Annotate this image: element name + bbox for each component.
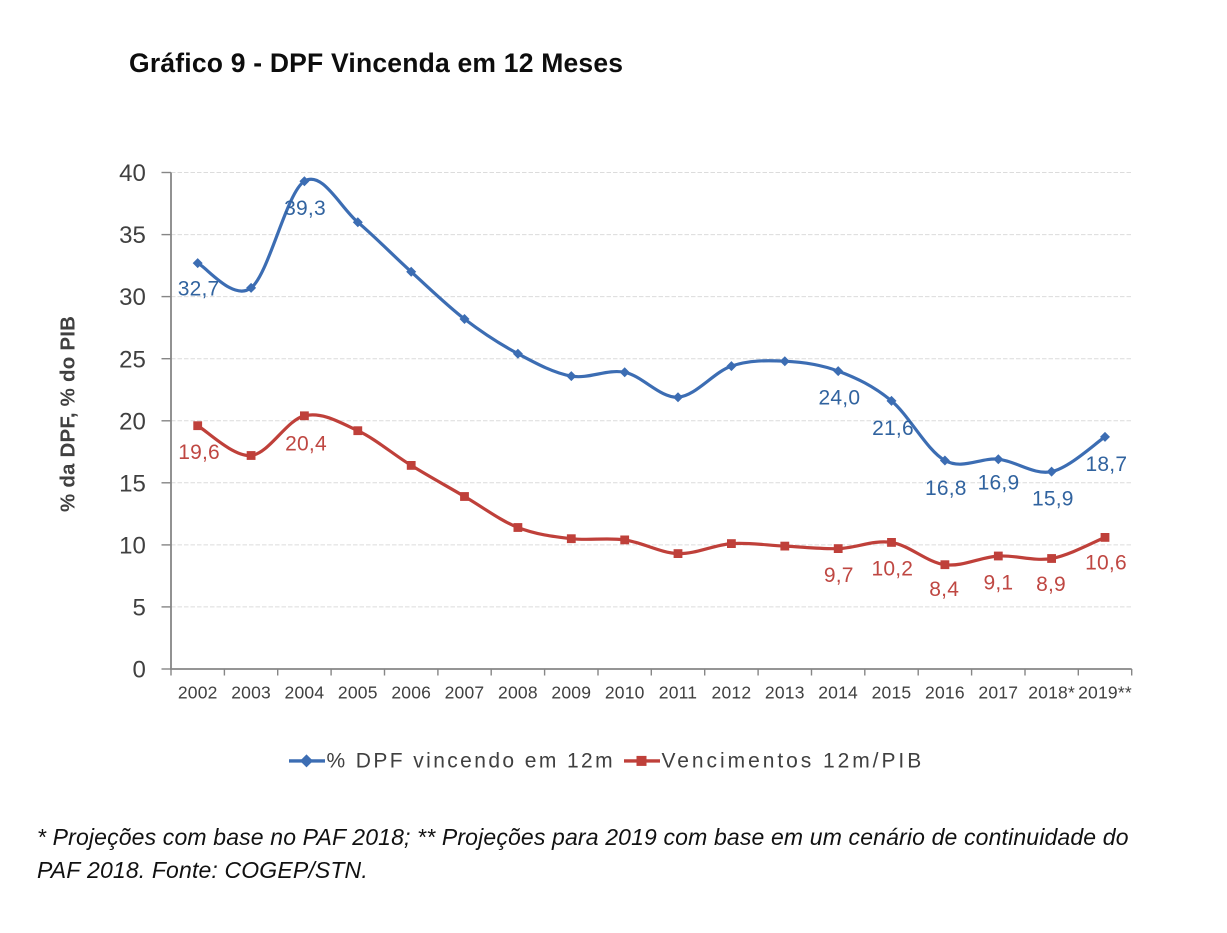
svg-text:39,3: 39,3 bbox=[284, 197, 326, 220]
svg-text:16,9: 16,9 bbox=[978, 471, 1020, 494]
svg-text:% DPF vincendo em 12m: % DPF vincendo em 12m bbox=[327, 750, 616, 773]
svg-text:19,6: 19,6 bbox=[178, 441, 220, 464]
svg-text:2016: 2016 bbox=[925, 683, 965, 703]
svg-text:8,4: 8,4 bbox=[929, 578, 959, 601]
svg-text:2009: 2009 bbox=[551, 683, 591, 703]
svg-text:30: 30 bbox=[119, 284, 146, 311]
svg-text:2006: 2006 bbox=[391, 683, 431, 703]
svg-text:2015: 2015 bbox=[872, 683, 912, 703]
svg-text:2005: 2005 bbox=[338, 683, 378, 703]
svg-text:40: 40 bbox=[119, 160, 146, 187]
svg-text:21,6: 21,6 bbox=[872, 417, 914, 440]
svg-text:8,9: 8,9 bbox=[1036, 573, 1066, 596]
svg-text:2004: 2004 bbox=[285, 683, 325, 703]
svg-text:Vencimentos 12m/PIB: Vencimentos 12m/PIB bbox=[662, 750, 925, 773]
svg-text:2018*: 2018* bbox=[1028, 683, 1075, 703]
svg-text:15: 15 bbox=[119, 470, 146, 497]
svg-text:10: 10 bbox=[119, 533, 146, 560]
svg-text:2010: 2010 bbox=[605, 683, 645, 703]
svg-text:10,6: 10,6 bbox=[1085, 552, 1127, 575]
svg-text:2008: 2008 bbox=[498, 683, 538, 703]
svg-text:15,9: 15,9 bbox=[1032, 488, 1074, 511]
svg-text:16,8: 16,8 bbox=[925, 477, 967, 500]
svg-text:9,7: 9,7 bbox=[824, 564, 854, 587]
svg-text:2011: 2011 bbox=[659, 683, 697, 703]
svg-text:18,7: 18,7 bbox=[1086, 453, 1128, 476]
svg-text:24,0: 24,0 bbox=[819, 386, 861, 409]
svg-text:20: 20 bbox=[119, 408, 146, 435]
svg-text:% da DPF, % do PIB: % da DPF, % do PIB bbox=[57, 316, 80, 512]
svg-text:9,1: 9,1 bbox=[984, 572, 1014, 595]
svg-text:2017: 2017 bbox=[978, 683, 1018, 703]
svg-text:20,4: 20,4 bbox=[285, 432, 327, 455]
svg-text:2019**: 2019** bbox=[1078, 683, 1132, 703]
svg-text:32,7: 32,7 bbox=[178, 277, 220, 300]
svg-text:2014: 2014 bbox=[818, 683, 858, 703]
svg-text:25: 25 bbox=[119, 346, 146, 373]
svg-text:10,2: 10,2 bbox=[871, 558, 913, 581]
svg-text:35: 35 bbox=[119, 222, 146, 249]
svg-text:2003: 2003 bbox=[231, 683, 271, 703]
svg-text:5: 5 bbox=[132, 595, 145, 622]
svg-text:0: 0 bbox=[132, 657, 145, 684]
svg-text:2007: 2007 bbox=[445, 683, 485, 703]
svg-text:2012: 2012 bbox=[712, 683, 752, 703]
svg-text:2013: 2013 bbox=[765, 683, 805, 703]
svg-text:2002: 2002 bbox=[178, 683, 218, 703]
